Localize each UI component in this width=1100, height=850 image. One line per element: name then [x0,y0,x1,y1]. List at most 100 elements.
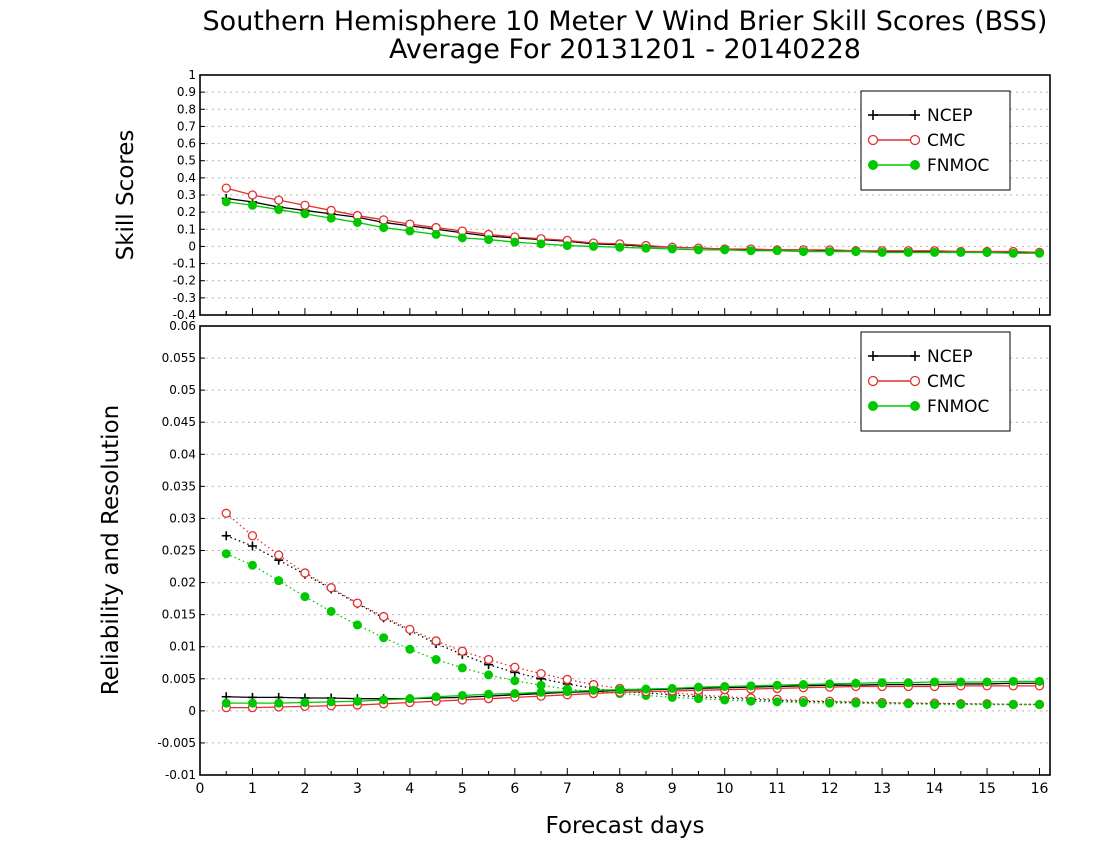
y-tick-label: 0.045 [162,415,196,429]
series-line [225,512,1040,706]
y-tick-label: 0.005 [162,672,196,686]
data-point [825,247,835,257]
y-tick-label: 0.9 [177,85,196,99]
y-tick-label: 0.035 [162,479,196,493]
data-point [378,611,389,622]
x-tick-label: 12 [821,781,839,797]
data-point [982,699,992,709]
y-tick-label: 0.2 [177,205,196,219]
y-tick-label: -0.4 [173,308,196,322]
chart-title: Southern Hemisphere 10 Meter V Wind Brie… [203,6,1048,37]
data-point [615,685,625,695]
data-point [326,205,336,216]
data-point [510,237,520,247]
x-tick-label: 8 [615,781,624,797]
data-point [221,183,231,193]
data-point [536,680,546,690]
data-point [300,568,310,578]
data-point [510,689,520,699]
y-tick-label: -0.1 [173,257,196,271]
data-point [956,699,966,709]
data-point [247,531,258,541]
y-tick-label: -0.01 [165,768,196,782]
x-tick-label: 2 [300,781,309,797]
data-point [1035,699,1045,709]
data-point [352,217,362,227]
data-point [798,680,808,690]
data-point [457,663,467,673]
data-point [930,247,940,257]
data-point [326,697,336,707]
x-tick-label: 13 [873,781,891,797]
legend-marker [868,110,878,120]
data-point [247,698,257,708]
x-tick-label: 16 [1031,781,1049,797]
data-point [431,229,441,239]
y-tick-label: -0.005 [157,736,196,750]
data-point [457,690,467,700]
x-axis-label: Forecast days [546,813,705,839]
legend-marker [868,351,878,361]
data-point [405,644,415,654]
y-tick-label: 0.3 [177,188,196,202]
data-point [746,681,756,691]
y-tick-label: 0.06 [169,319,196,333]
x-tick-label: 3 [353,781,362,797]
y-tick-label: 0 [188,239,196,253]
data-point [326,606,336,616]
data-point [851,698,861,708]
legend-label-cmc: CMC [927,131,965,151]
data-point [221,531,231,541]
data-point [431,636,441,646]
legend-label-fnmoc: FNMOC [927,397,989,417]
data-point [772,680,782,690]
data-point [877,678,887,688]
y-tick-label: 0.5 [177,154,196,168]
data-point [221,698,231,708]
data-point [431,655,441,665]
reliability-resolution-panel: -0.01 -0.005 0 0.005 0.01 0.015 0.02 0.025 0.03 0… [98,319,1051,797]
y-tick-label: 0.1 [177,222,196,236]
data-point [247,541,257,551]
data-point [1035,676,1045,686]
x-tick-label: 0 [196,781,205,797]
y-tick-label: 0.025 [162,544,196,558]
y-tick-label: 0.02 [169,576,196,590]
data-point [274,550,284,560]
data-point [274,205,284,215]
data-point [221,508,231,518]
legend-label-cmc: CMC [927,372,965,392]
data-point [693,245,703,255]
legend-marker [868,401,878,411]
y-tick-label: 0.05 [169,383,196,397]
legend-label-fnmoc: FNMOC [927,156,989,176]
data-point [1008,699,1018,709]
legend-marker [910,401,920,411]
data-point [457,646,467,656]
data-point [274,576,284,586]
data-point [825,679,835,689]
data-point [379,633,389,643]
data-point [431,692,441,702]
data-point [352,598,363,608]
y-tick-label: 0.01 [169,640,196,654]
data-point [484,235,494,245]
data-point [536,239,546,249]
data-point [930,677,940,687]
data-point [221,197,231,207]
data-point [484,670,494,680]
x-tick-label: 11 [768,781,786,797]
data-point [720,681,730,691]
data-point [510,676,520,686]
legend-marker [867,375,879,387]
data-point [405,226,415,236]
series-fnmoc-solid [221,197,1045,258]
data-point [326,213,336,223]
data-point [1035,248,1045,258]
data-point [247,560,257,570]
data-point [589,241,599,251]
data-point [1008,676,1018,686]
data-point [641,684,651,694]
legend-marker [909,134,921,146]
y-axis-label-top: Skill Scores [113,130,139,261]
